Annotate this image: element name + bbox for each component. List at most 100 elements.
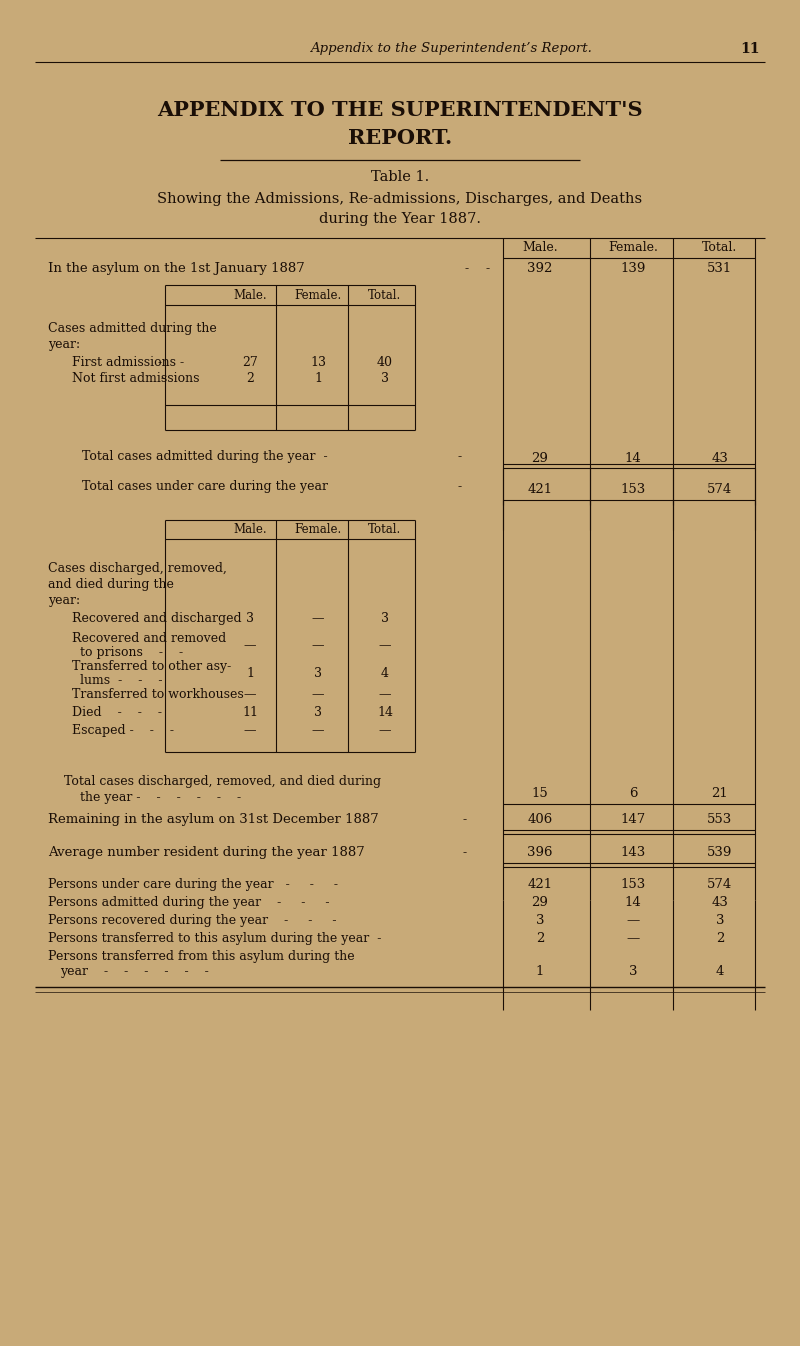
Text: 2: 2 xyxy=(716,931,724,945)
Text: —: — xyxy=(312,639,324,651)
Text: -: - xyxy=(486,262,490,275)
Text: —: — xyxy=(378,724,391,738)
Text: 574: 574 xyxy=(707,878,733,891)
Text: —: — xyxy=(312,724,324,738)
Text: lums  -    -    -: lums - - - xyxy=(72,674,162,686)
Text: 3: 3 xyxy=(536,914,544,927)
Text: -: - xyxy=(458,450,462,463)
Text: 4: 4 xyxy=(716,965,724,979)
Text: 29: 29 xyxy=(531,452,549,464)
Text: 27: 27 xyxy=(242,355,258,369)
Text: 14: 14 xyxy=(625,896,642,909)
Text: 21: 21 xyxy=(712,787,728,800)
Text: —: — xyxy=(378,639,391,651)
Text: 147: 147 xyxy=(620,813,646,826)
Text: Persons recovered during the year    -     -     -: Persons recovered during the year - - - xyxy=(48,914,337,927)
Text: -: - xyxy=(458,481,462,493)
Text: -: - xyxy=(465,262,469,275)
Text: Persons under care during the year   -     -     -: Persons under care during the year - - - xyxy=(48,878,338,891)
Text: —: — xyxy=(626,914,640,927)
Text: Male.: Male. xyxy=(233,524,267,536)
Text: 539: 539 xyxy=(707,847,733,859)
Text: 421: 421 xyxy=(527,878,553,891)
Text: -: - xyxy=(463,813,467,826)
Text: Total cases under care during the year: Total cases under care during the year xyxy=(82,481,328,493)
Text: 3: 3 xyxy=(246,612,254,625)
Text: Persons transferred to this asylum during the year  -: Persons transferred to this asylum durin… xyxy=(48,931,382,945)
Text: In the asylum on the 1st January 1887: In the asylum on the 1st January 1887 xyxy=(48,262,305,275)
Text: 2: 2 xyxy=(246,371,254,385)
Text: Not first admissions: Not first admissions xyxy=(72,371,199,385)
Text: 29: 29 xyxy=(531,896,549,909)
Text: 531: 531 xyxy=(707,262,733,275)
Text: Transferred to other asy-: Transferred to other asy- xyxy=(72,660,231,673)
Text: Male.: Male. xyxy=(522,241,558,254)
Text: Total.: Total. xyxy=(702,241,738,254)
Text: 3: 3 xyxy=(716,914,724,927)
Text: Average number resident during the year 1887: Average number resident during the year … xyxy=(48,847,365,859)
Text: Table 1.: Table 1. xyxy=(371,170,429,184)
Text: 396: 396 xyxy=(527,847,553,859)
Text: 3: 3 xyxy=(381,371,389,385)
Text: Persons transferred from this asylum during the: Persons transferred from this asylum dur… xyxy=(48,950,354,962)
Text: 1: 1 xyxy=(314,371,322,385)
Text: Cases discharged, removed,: Cases discharged, removed, xyxy=(48,563,227,575)
Text: Female.: Female. xyxy=(294,524,342,536)
Text: Recovered and removed: Recovered and removed xyxy=(72,633,226,645)
Text: Recovered and discharged: Recovered and discharged xyxy=(72,612,242,625)
Text: 153: 153 xyxy=(620,878,646,891)
Text: 1: 1 xyxy=(246,668,254,680)
Text: 2: 2 xyxy=(536,931,544,945)
Text: to prisons    -    -: to prisons - - xyxy=(72,646,183,660)
Text: year    -    -    -    -    -    -: year - - - - - - xyxy=(60,965,209,979)
Text: —: — xyxy=(244,688,256,701)
Text: Female.: Female. xyxy=(294,289,342,302)
Text: 3: 3 xyxy=(314,707,322,719)
Text: 6: 6 xyxy=(629,787,638,800)
Text: Total cases admitted during the year  -: Total cases admitted during the year - xyxy=(82,450,328,463)
Text: 574: 574 xyxy=(707,483,733,495)
Text: 43: 43 xyxy=(711,452,729,464)
Text: -: - xyxy=(158,355,162,369)
Text: Total.: Total. xyxy=(368,524,402,536)
Text: 11: 11 xyxy=(242,707,258,719)
Text: the year -    -    -    -    -    -: the year - - - - - - xyxy=(80,791,241,804)
Text: First admissions -: First admissions - xyxy=(72,355,184,369)
Text: —: — xyxy=(244,639,256,651)
Text: 1: 1 xyxy=(536,965,544,979)
Text: 13: 13 xyxy=(310,355,326,369)
Text: 15: 15 xyxy=(532,787,548,800)
Text: 14: 14 xyxy=(377,707,393,719)
Text: 4: 4 xyxy=(381,668,389,680)
Text: and died during the: and died during the xyxy=(48,577,174,591)
Text: 11: 11 xyxy=(740,42,759,57)
Text: —: — xyxy=(244,724,256,738)
Text: APPENDIX TO THE SUPERINTENDENT'S: APPENDIX TO THE SUPERINTENDENT'S xyxy=(157,100,643,120)
Text: 553: 553 xyxy=(707,813,733,826)
Text: year:: year: xyxy=(48,338,80,351)
Text: Total cases discharged, removed, and died during: Total cases discharged, removed, and die… xyxy=(64,775,381,787)
Text: —: — xyxy=(312,688,324,701)
Text: —: — xyxy=(378,688,391,701)
Text: Cases admitted during the: Cases admitted during the xyxy=(48,322,217,335)
Text: Male.: Male. xyxy=(233,289,267,302)
Text: —: — xyxy=(312,612,324,625)
Text: 40: 40 xyxy=(377,355,393,369)
Text: Showing the Admissions, Re-admissions, Discharges, and Deaths: Showing the Admissions, Re-admissions, D… xyxy=(158,192,642,206)
Text: Remaining in the asylum on 31st December 1887: Remaining in the asylum on 31st December… xyxy=(48,813,378,826)
Text: Died    -    -    -: Died - - - xyxy=(72,707,162,719)
Text: Transferred to workhouses: Transferred to workhouses xyxy=(72,688,244,701)
Text: Persons admitted during the year    -     -     -: Persons admitted during the year - - - xyxy=(48,896,330,909)
Text: 143: 143 xyxy=(620,847,646,859)
Text: during the Year 1887.: during the Year 1887. xyxy=(319,213,481,226)
Text: Appendix to the Superintendent’s Report.: Appendix to the Superintendent’s Report. xyxy=(310,42,592,55)
Text: -: - xyxy=(463,847,467,859)
Text: 392: 392 xyxy=(527,262,553,275)
Text: 139: 139 xyxy=(620,262,646,275)
Text: 43: 43 xyxy=(711,896,729,909)
Text: year:: year: xyxy=(48,594,80,607)
Text: Total.: Total. xyxy=(368,289,402,302)
Text: Female.: Female. xyxy=(608,241,658,254)
Text: Escaped -    -    -: Escaped - - - xyxy=(72,724,174,738)
Text: REPORT.: REPORT. xyxy=(348,128,452,148)
